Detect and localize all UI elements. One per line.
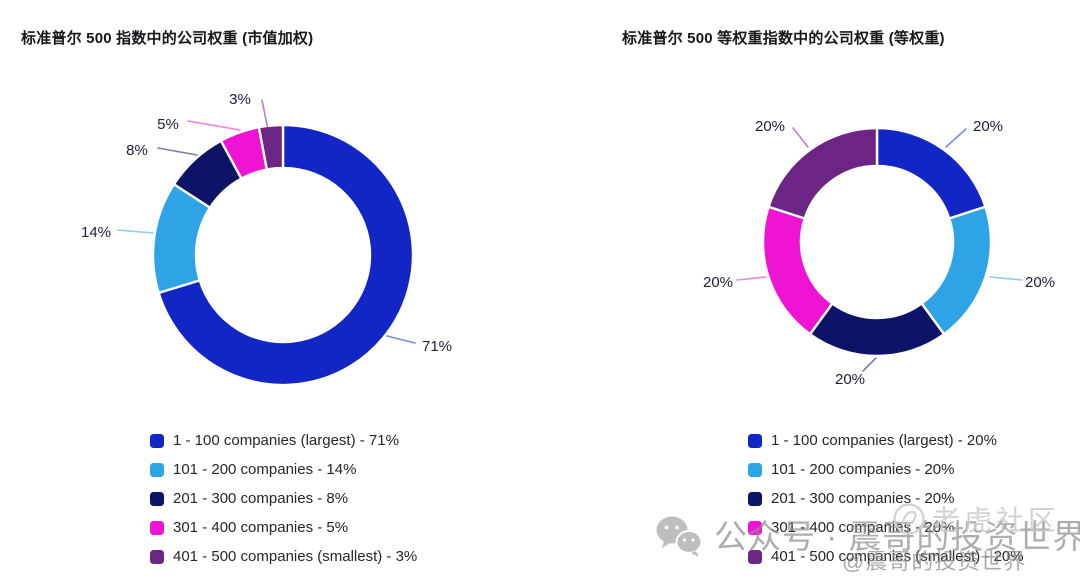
percent-label: 14%	[81, 224, 111, 241]
leader-line	[187, 120, 241, 131]
legend-item: 401 - 500 companies (smallest) - 3%	[150, 542, 417, 571]
leader-line	[792, 127, 809, 148]
leader-line	[117, 229, 154, 234]
legend-item: 301 - 400 companies - 20%	[748, 513, 1024, 542]
leader-line	[261, 99, 269, 131]
percent-label: 20%	[755, 118, 785, 135]
legend-item-label: 301 - 400 companies - 5%	[173, 519, 349, 536]
percent-label: 71%	[422, 338, 452, 355]
legend-item: 1 - 100 companies (largest) - 71%	[150, 426, 417, 455]
legend-item: 201 - 300 companies - 20%	[748, 484, 1024, 513]
percent-label: 20%	[835, 371, 865, 388]
donut-segment	[157, 123, 415, 387]
leader-line	[386, 335, 416, 344]
legend-item: 101 - 200 companies - 20%	[748, 455, 1024, 484]
leader-line	[862, 357, 877, 372]
legend-swatch-icon	[150, 549, 164, 564]
legend-item: 401 - 500 companies (smallest) - 20%	[748, 542, 1024, 571]
donut-segment	[767, 126, 879, 220]
legend-swatch-icon	[748, 433, 762, 448]
legend-item-label: 401 - 500 companies (smallest) - 3%	[173, 548, 418, 565]
leader-line	[989, 276, 1023, 281]
percent-label: 20%	[1025, 274, 1055, 291]
donut-segment	[875, 126, 987, 220]
legend-swatch-icon	[748, 549, 762, 564]
legend-swatch-icon	[150, 433, 164, 448]
donut-segment	[808, 302, 946, 358]
legend-equal-weighted: 1 - 100 companies (largest) - 20% 101 - 2…	[748, 426, 1024, 571]
legend-swatch-icon	[150, 520, 164, 535]
legend-item-label: 1 - 100 companies (largest) - 71%	[173, 432, 399, 449]
legend-item-label: 101 - 200 companies - 20%	[771, 461, 955, 478]
legend-item-label: 301 - 400 companies - 20%	[771, 519, 955, 536]
legend-swatch-icon	[748, 520, 762, 535]
leader-line	[736, 276, 767, 281]
legend-cap-weighted: 1 - 100 companies (largest) - 71% 101 - 2…	[150, 426, 417, 571]
legend-item: 1 - 100 companies (largest) - 20%	[748, 426, 1024, 455]
legend-swatch-icon	[150, 462, 164, 477]
legend-item: 201 - 300 companies - 8%	[150, 484, 417, 513]
percent-label: 3%	[229, 91, 251, 108]
legend-item: 301 - 400 companies - 5%	[150, 513, 417, 542]
legend-swatch-icon	[748, 462, 762, 477]
leader-line	[945, 128, 967, 148]
percent-label: 5%	[157, 116, 179, 133]
donut-segment	[920, 205, 993, 336]
legend-item-label: 201 - 300 companies - 20%	[771, 490, 955, 507]
legend-item-label: 101 - 200 companies - 14%	[173, 461, 357, 478]
chart-title-equal-weighted: 标准普尔 500 等权重指数中的公司权重 (等权重)	[622, 30, 945, 47]
percent-label: 20%	[973, 118, 1003, 135]
legend-item-label: 1 - 100 companies (largest) - 20%	[771, 432, 997, 449]
legend-item-label: 201 - 300 companies - 8%	[173, 490, 349, 507]
percent-label: 20%	[703, 274, 733, 291]
legend-item-label: 401 - 500 companies (smallest) - 20%	[771, 548, 1024, 565]
leader-line	[157, 147, 198, 156]
legend-item: 101 - 200 companies - 14%	[150, 455, 417, 484]
percent-label: 8%	[126, 142, 148, 159]
legend-swatch-icon	[150, 491, 164, 506]
donut-segment	[761, 205, 834, 336]
legend-swatch-icon	[748, 491, 762, 506]
chart-title-cap-weighted: 标准普尔 500 指数中的公司权重 (市值加权)	[21, 30, 314, 47]
